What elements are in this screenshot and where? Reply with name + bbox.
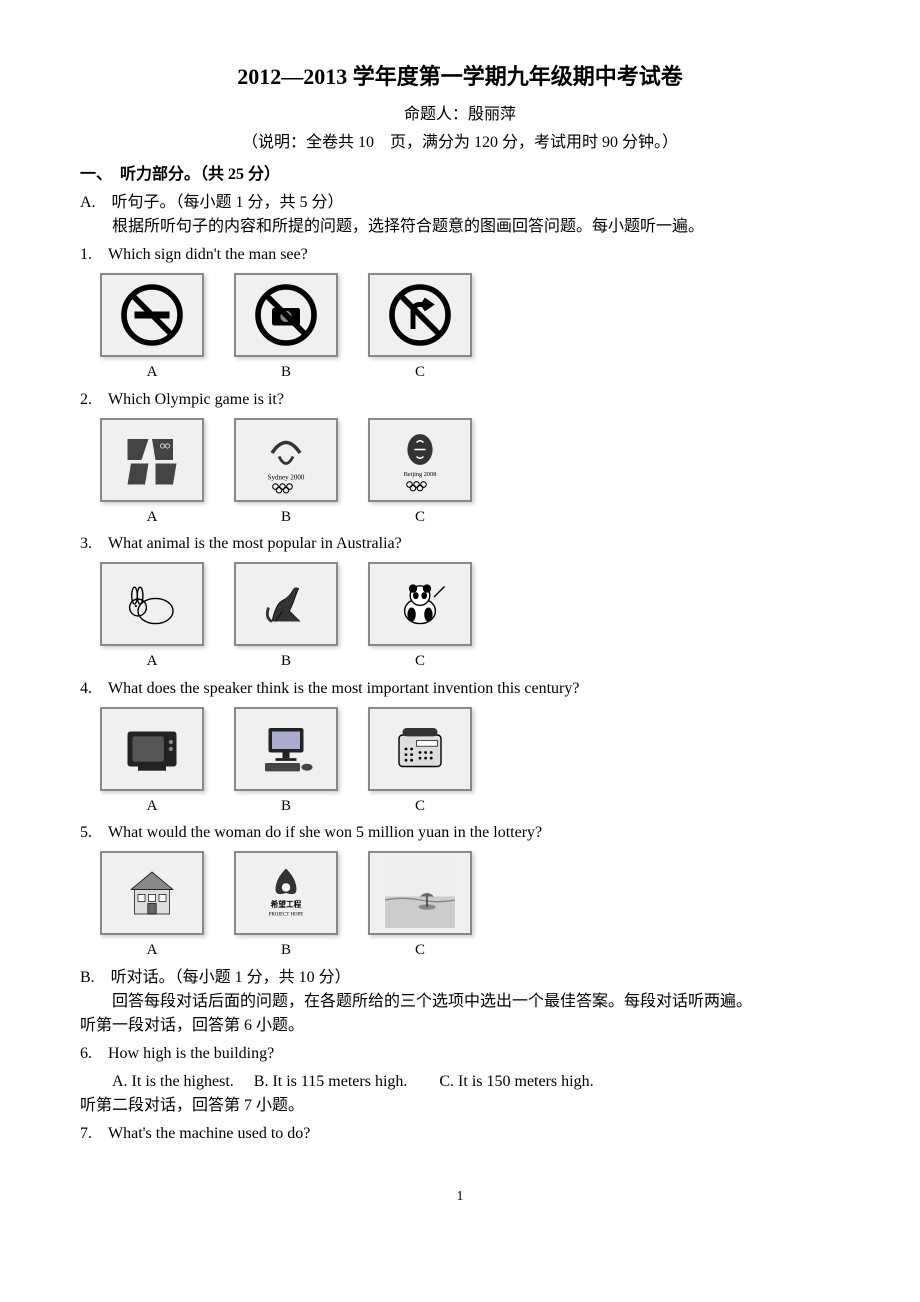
q3b-label: B — [281, 650, 291, 673]
dialog1-heading: 听第一段对话，回答第 6 小题。 — [80, 1014, 840, 1038]
beijing-2008-olympic-icon: Beijing 2008 — [368, 418, 472, 502]
question-4-text: 4. What does the speaker think is the mo… — [80, 677, 840, 701]
subsection-a-instruction: 根据所听句子的内容和所提的问题，选择符合题意的图画回答问题。每小题听一遍。 — [80, 215, 840, 239]
q4-option-a: A — [100, 707, 204, 818]
q4-option-b: B — [234, 707, 338, 818]
q4a-label: A — [147, 795, 158, 818]
telephone-icon — [368, 707, 472, 791]
subsection-b-heading: B. 听对话。（每小题 1 分，共 10 分） — [80, 966, 840, 990]
question-2-text: 2. Which Olympic game is it? — [80, 388, 840, 412]
q3-option-a: A — [100, 562, 204, 673]
svg-text:Beijing 2008: Beijing 2008 — [404, 471, 437, 478]
svg-text:Sydney 2000: Sydney 2000 — [268, 473, 305, 481]
q5-option-b: 希望工程 PROJECT HOPE B — [234, 851, 338, 962]
q1-option-c: C — [368, 273, 472, 384]
q1-option-b: B — [234, 273, 338, 384]
question-2-images: A Sydney 2000 B Beijing 2008 C — [100, 418, 840, 529]
question-7-text: 7. What's the machine used to do? — [80, 1122, 840, 1146]
q2a-label: A — [147, 506, 158, 529]
svg-text:PROJECT HOPE: PROJECT HOPE — [269, 912, 304, 917]
section1-heading: 一、 听力部分。（共 25 分） — [80, 163, 840, 187]
question-5-text: 5. What would the woman do if she won 5 … — [80, 821, 840, 845]
q3a-label: A — [147, 650, 158, 673]
no-right-turn-sign-icon — [368, 273, 472, 357]
no-smoking-sign-icon — [100, 273, 204, 357]
q2-option-a: A — [100, 418, 204, 529]
question-1-text: 1. Which sign didn't the man see? — [80, 243, 840, 267]
question-6-options: A. It is the highest. B. It is 115 meter… — [112, 1070, 840, 1094]
q2-option-c: Beijing 2008 C — [368, 418, 472, 529]
q2c-label: C — [415, 506, 425, 529]
q1-option-a: A — [100, 273, 204, 384]
svg-text:希望工程: 希望工程 — [271, 899, 302, 909]
page-number: 1 — [80, 1186, 840, 1207]
q4c-label: C — [415, 795, 425, 818]
no-camera-sign-icon — [234, 273, 338, 357]
q2b-label: B — [281, 506, 291, 529]
q3c-label: C — [415, 650, 425, 673]
q1a-label: A — [147, 361, 158, 384]
question-3-text: 3. What animal is the most popular in Au… — [80, 532, 840, 556]
computer-icon — [234, 707, 338, 791]
q5b-label: B — [281, 939, 291, 962]
kangaroo-icon — [234, 562, 338, 646]
panda-icon — [368, 562, 472, 646]
q1c-label: C — [415, 361, 425, 384]
q5-option-c: C — [368, 851, 472, 962]
london-2012-olympic-icon — [100, 418, 204, 502]
question-5-images: A 希望工程 PROJECT HOPE B C — [100, 851, 840, 962]
q1b-label: B — [281, 361, 291, 384]
beach-vacation-icon — [368, 851, 472, 935]
q5-option-a: A — [100, 851, 204, 962]
rabbit-icon — [100, 562, 204, 646]
author-line: 命题人：殷丽萍 — [80, 103, 840, 127]
house-icon — [100, 851, 204, 935]
q3-option-c: C — [368, 562, 472, 673]
q5a-label: A — [147, 939, 158, 962]
q3-option-b: B — [234, 562, 338, 673]
q4-option-c: C — [368, 707, 472, 818]
dialog2-heading: 听第二段对话，回答第 7 小题。 — [80, 1094, 840, 1118]
q4b-label: B — [281, 795, 291, 818]
television-icon — [100, 707, 204, 791]
question-1-images: A B C — [100, 273, 840, 384]
q5c-label: C — [415, 939, 425, 962]
question-6-text: 6. How high is the building? — [80, 1042, 840, 1066]
exam-note: （说明：全卷共 10 页，满分为 120 分，考试用时 90 分钟。） — [80, 131, 840, 155]
sydney-2000-olympic-icon: Sydney 2000 — [234, 418, 338, 502]
subsection-a-heading: A. 听句子。（每小题 1 分，共 5 分） — [80, 191, 840, 215]
page-title: 2012—2013 学年度第一学期九年级期中考试卷 — [80, 60, 840, 93]
question-4-images: A B C — [100, 707, 840, 818]
question-3-images: A B C — [100, 562, 840, 673]
project-hope-icon: 希望工程 PROJECT HOPE — [234, 851, 338, 935]
subsection-b-instruction: 回答每段对话后面的问题，在各题所给的三个选项中选出一个最佳答案。每段对话听两遍。 — [80, 990, 840, 1014]
q2-option-b: Sydney 2000 B — [234, 418, 338, 529]
